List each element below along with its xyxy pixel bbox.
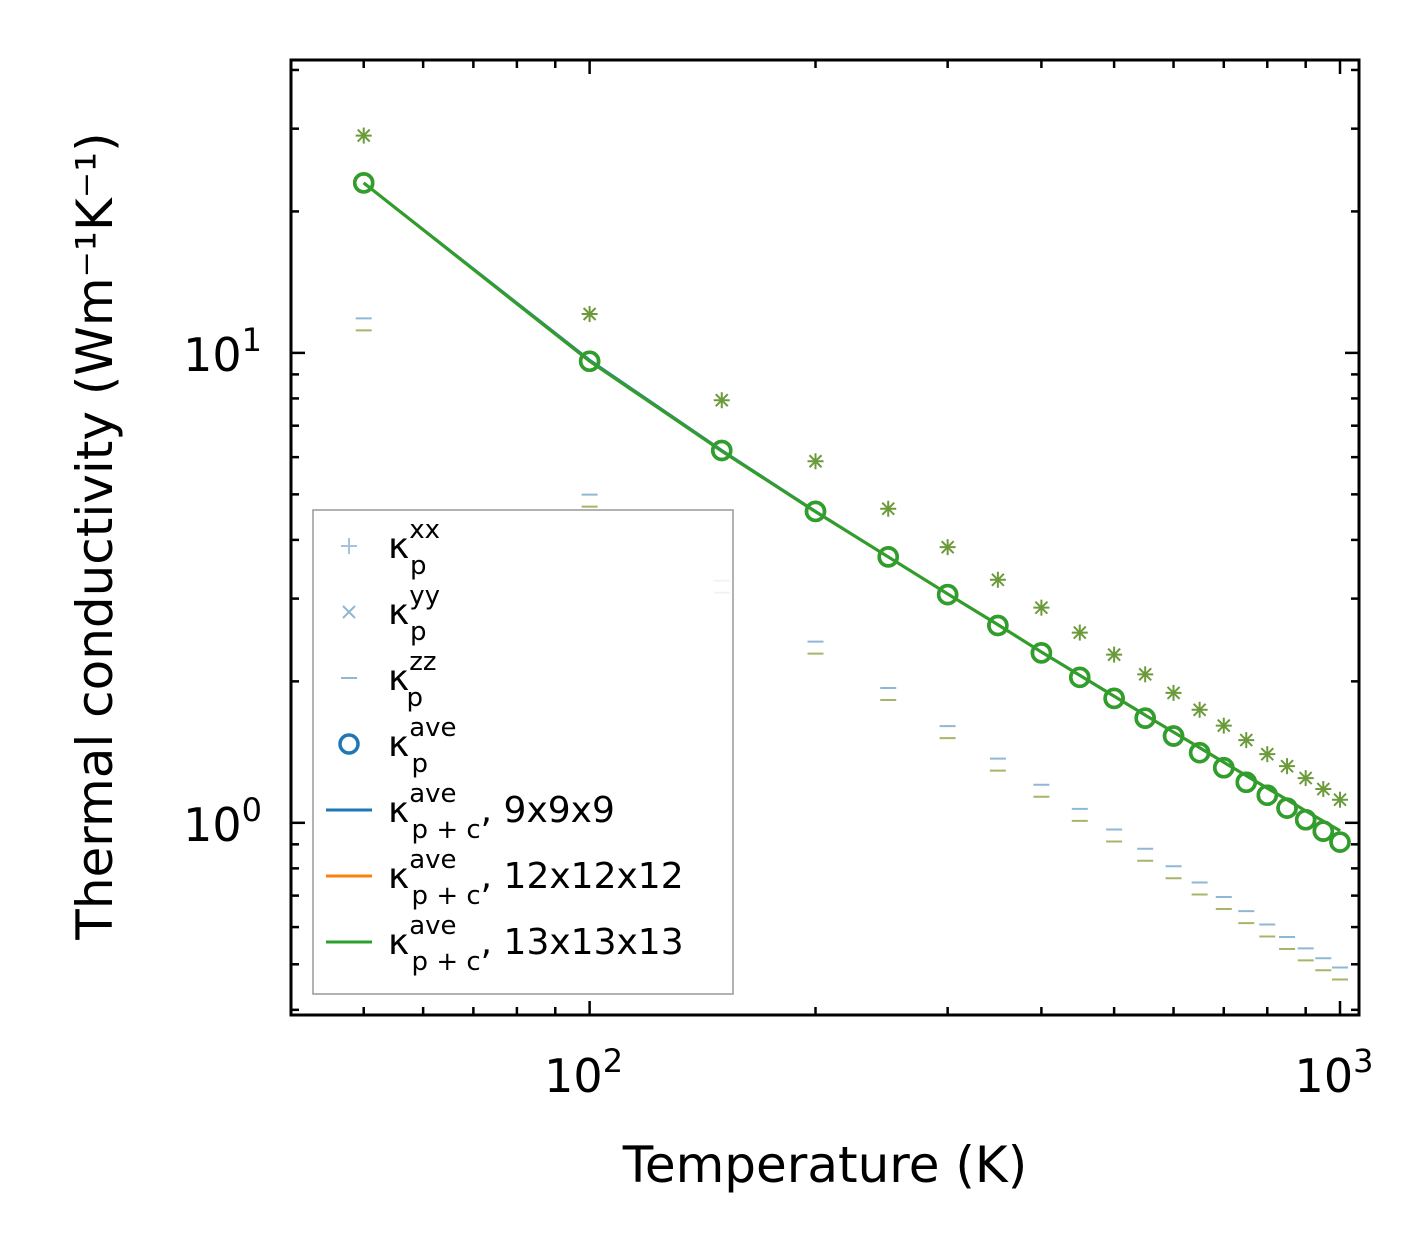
kxx-kyy-point: [1137, 666, 1154, 683]
kave-point: [1235, 771, 1258, 793]
plot-area: [352, 127, 1351, 981]
kxx-kyy-point: [581, 305, 598, 322]
legend-label: κzz p: [388, 647, 437, 713]
kave-point: [1162, 725, 1185, 747]
kxx-kyy-point: [807, 453, 824, 470]
legend-swatch: [338, 733, 360, 755]
kxx-kyy-point: [939, 539, 956, 556]
kave-point: [1188, 741, 1211, 764]
legend-label: κyy p: [388, 581, 440, 647]
kxx-kyy-point: [1279, 758, 1296, 775]
legend-item-kxx: κxx p: [341, 515, 440, 581]
x-axis-label: Temperature (K): [622, 1136, 1027, 1194]
kave-point: [804, 500, 827, 523]
kave-point: [1312, 820, 1335, 842]
legend-label: κxx p: [388, 515, 440, 581]
axes-frame: [289, 58, 1361, 1017]
kave-point: [1294, 809, 1317, 831]
x-tick-label: 103: [1295, 1042, 1374, 1103]
kave-point: [1030, 642, 1053, 664]
kxx-kyy-point: [880, 500, 897, 517]
kave-point: [578, 350, 601, 372]
kxx-kyy-point: [1297, 770, 1314, 787]
kxx-kyy-point: [1033, 599, 1050, 616]
kave-point: [877, 546, 899, 568]
kxx-kyy-point: [1071, 624, 1088, 641]
kave-point: [936, 583, 959, 606]
kave-point: [987, 614, 1009, 637]
legend-swatch: [341, 538, 357, 554]
kxx-kyy-point: [1191, 701, 1208, 718]
legend-label: κave p + c, 9x9x9: [388, 779, 615, 845]
legend-item-kave: κave p: [338, 713, 457, 779]
legend-label: κave p + c, 13x13x13: [388, 911, 684, 977]
kxx-kyy-point: [1106, 646, 1123, 663]
axes: 102 103 100 101: [183, 58, 1374, 1103]
kave-point: [1134, 707, 1156, 729]
x-tick-label: 102: [544, 1042, 623, 1103]
legend-item-kzz: κzz p: [341, 647, 437, 713]
kxx-kyy-point: [1215, 717, 1232, 734]
legend-box: [312, 509, 734, 995]
kxx-kyy-point: [1332, 791, 1349, 808]
kave-point: [1276, 797, 1298, 819]
kave-point: [1069, 666, 1091, 689]
kave-point: [1103, 687, 1125, 710]
kave-point: [1329, 831, 1351, 853]
legend-item-k9: κave p + c, 9x9x9: [326, 779, 615, 845]
legend-item-kyy: κyy p: [342, 581, 440, 647]
kxx-kyy-point: [713, 392, 730, 409]
kxx-kyy-point: [355, 127, 372, 144]
y-axis-label: Thermal conductivity (Wm⁻¹K⁻¹): [66, 132, 124, 940]
kxx-kyy-point: [989, 571, 1006, 588]
kxx-kyy-point: [1165, 684, 1182, 701]
kave-point: [1213, 756, 1235, 779]
kxx-kyy-point: [1238, 732, 1255, 749]
kxx-kyy-point: [1259, 746, 1276, 763]
y-tick-label: 100: [183, 791, 262, 852]
kave-point: [1256, 784, 1279, 806]
legend-label: κave p: [388, 713, 457, 779]
kxx-kyy-point: [1315, 781, 1332, 798]
legend-item-k13: κave p + c, 13x13x13: [326, 911, 684, 977]
k13-line: [362, 181, 1341, 833]
legend-label: κave p + c, 12x12x12: [388, 845, 684, 911]
kave-point: [352, 172, 375, 194]
legend-swatch: [342, 605, 356, 619]
legend-item-k12: κave p + c, 12x12x12: [326, 845, 684, 911]
y-tick-label: 101: [183, 321, 262, 382]
kave-point: [711, 439, 733, 462]
